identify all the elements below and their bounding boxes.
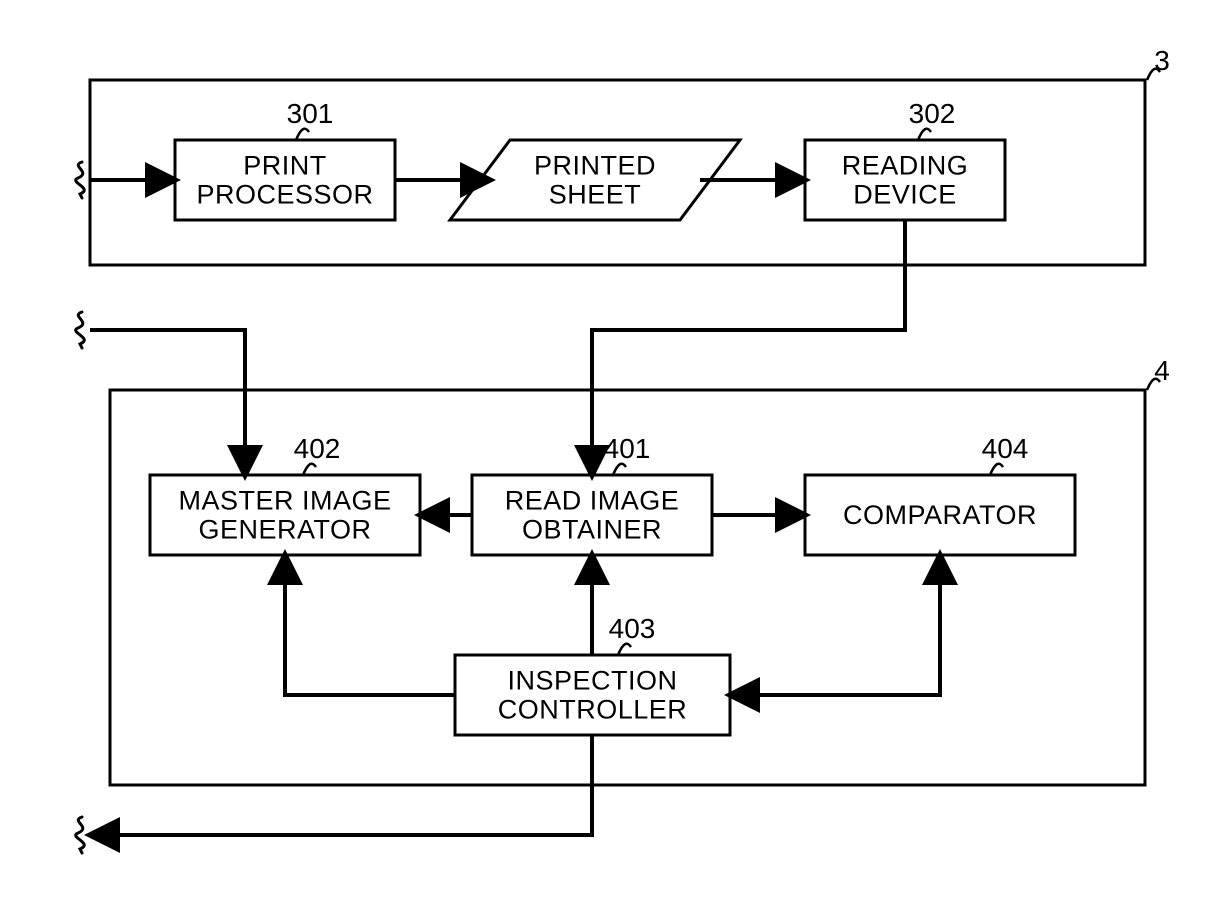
edge-9	[730, 555, 940, 695]
comparator-ref: 404	[982, 433, 1029, 464]
print-processor: PRINTPROCESSOR 301	[175, 98, 395, 220]
reading-device-lead	[918, 129, 931, 140]
printed-sheet-label-line-0: PRINTED	[534, 151, 656, 181]
cut-mark	[76, 162, 85, 198]
cut-mark	[76, 312, 85, 348]
edge-4	[90, 330, 245, 475]
edge-7	[285, 555, 455, 695]
diagram-canvas: 3 4 PRINTPROCESSOR 301 PRINTEDSHEET READINGD…	[0, 0, 1224, 915]
master-image-generator-label-line-0: MASTER IMAGE	[178, 486, 391, 516]
nodes-layer: PRINTPROCESSOR 301 PRINTEDSHEET READINGDEVI…	[150, 98, 1075, 735]
master-image-generator: MASTER IMAGEGENERATOR 402	[150, 433, 420, 555]
inspection-controller-ref: 403	[609, 613, 656, 644]
reading-device-label-line-0: READING	[842, 151, 969, 181]
read-image-obtainer-ref: 401	[604, 433, 651, 464]
cut-mark	[76, 817, 85, 853]
inspection-controller-label-line-0: INSPECTION	[507, 666, 677, 696]
container-4-ref: 4	[1154, 355, 1170, 386]
print-processor-label-line-1: PROCESSOR	[196, 180, 373, 210]
comparator-label-line-0: COMPARATOR	[843, 500, 1037, 530]
printed-sheet: PRINTEDSHEET	[450, 140, 740, 220]
printed-sheet-label-line-1: SHEET	[549, 180, 642, 210]
read-image-obtainer-label-line-1: OBTAINER	[522, 515, 662, 545]
reading-device: READINGDEVICE 302	[805, 98, 1005, 220]
print-processor-label-line-0: PRINT	[243, 151, 327, 181]
read-image-obtainer-lead	[613, 464, 626, 475]
print-processor-lead	[296, 129, 309, 140]
read-image-obtainer-label-line-0: READ IMAGE	[505, 486, 680, 516]
master-image-generator-ref: 402	[294, 433, 341, 464]
squiggles-layer	[76, 162, 85, 853]
master-image-generator-label-line-1: GENERATOR	[198, 515, 371, 545]
print-processor-ref: 301	[287, 98, 334, 129]
comparator: COMPARATOR 404	[805, 433, 1075, 555]
master-image-generator-lead	[303, 464, 316, 475]
comparator-lead	[990, 464, 1003, 475]
inspection-controller-label-line-1: CONTROLLER	[498, 695, 688, 725]
container-3-ref: 3	[1154, 45, 1170, 76]
inspection-controller-lead	[618, 644, 631, 655]
reading-device-label-line-1: DEVICE	[853, 180, 957, 210]
reading-device-ref: 302	[909, 98, 956, 129]
